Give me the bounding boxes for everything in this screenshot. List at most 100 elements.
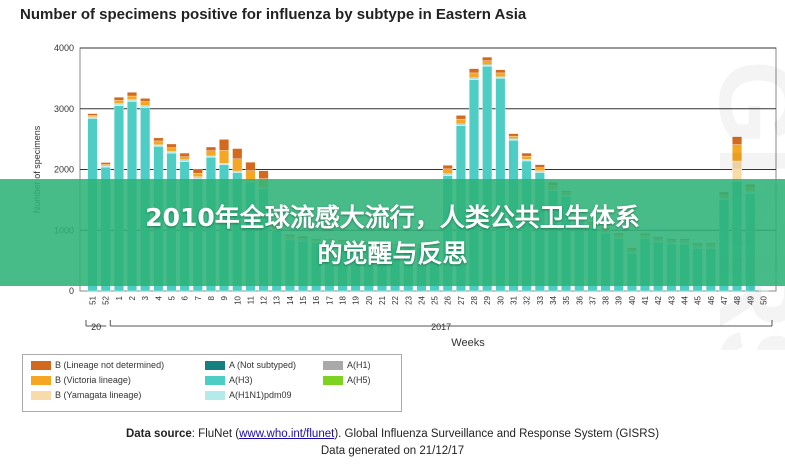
bar-segment: [469, 72, 479, 78]
x-tick-label: 24: [417, 295, 426, 304]
legend-swatch: [31, 391, 51, 401]
x-tick-label: 5: [168, 295, 177, 300]
bar-segment: [232, 158, 243, 172]
bar-segment: [495, 69, 506, 74]
bar-segment: [455, 118, 466, 125]
bar-segment: [482, 60, 493, 65]
data-source-text-before: : FluNet (: [191, 428, 240, 440]
legend-item: A(H3): [205, 375, 253, 386]
x-tick-label: 3: [141, 295, 150, 300]
data-source-line: Data source: FluNet (www.who.int/flunet)…: [0, 428, 785, 440]
x-tick-label: 17: [325, 295, 334, 304]
bar-segment: [482, 64, 493, 67]
bar-segment: [127, 92, 137, 97]
data-source-text-after: ). Global Influenza Surveillance and Res…: [334, 428, 660, 440]
x-tick-label: 48: [733, 295, 742, 304]
x-tick-label: 36: [575, 295, 584, 304]
bar-segment: [127, 95, 137, 100]
bar-segment: [482, 56, 493, 61]
x-tick-label: 21: [378, 295, 387, 304]
x-tick-label: 10: [233, 295, 242, 304]
legend-swatch: [31, 376, 51, 386]
x-tick-label: 1: [115, 295, 124, 300]
x-tick-label: 14: [286, 295, 295, 304]
bar-segment: [245, 162, 256, 171]
legend-label: B (Yamagata lineage): [55, 390, 142, 400]
x-tick-label: 6: [181, 295, 190, 300]
bar-segment: [179, 160, 190, 162]
x-tick-label: 4: [154, 295, 163, 300]
x-tick-label: 2: [128, 295, 137, 300]
x-tick-label: 12: [260, 295, 269, 304]
bar-segment: [534, 164, 545, 168]
headline-banner: [0, 179, 785, 286]
bar-segment: [442, 165, 453, 170]
bar-segment: [179, 156, 190, 160]
legend-item: B (Victoria lineage): [31, 375, 131, 386]
legend-label: A(H5): [347, 375, 371, 385]
data-source-label: Data source: [125, 428, 192, 440]
legend-item: A(H1N1)pdm09: [205, 390, 292, 401]
bar-segment: [100, 162, 111, 165]
bar-segment: [113, 100, 124, 104]
legend-item: A (Not subtyped): [205, 360, 297, 371]
legend-label: B (Victoria lineage): [55, 375, 131, 385]
x-tick-label: 47: [720, 295, 729, 304]
bar-segment: [87, 117, 98, 119]
bar-segment: [442, 174, 453, 176]
bar-segment: [113, 103, 124, 106]
y-axis-label: Number of specimens: [32, 125, 42, 213]
data-generated-line: Data generated on 21/12/17: [320, 445, 465, 457]
legend-item: A(H5): [323, 375, 371, 386]
legend-label: A(H1N1)pdm09: [229, 390, 292, 400]
x-tick-label: 19: [352, 295, 361, 304]
bar-segment: [127, 100, 137, 102]
bar-segment: [455, 115, 466, 120]
legend-label: A (Not subtyped): [229, 360, 297, 370]
bar-segment: [206, 146, 216, 151]
x-tick-label: 45: [694, 295, 703, 304]
x-tick-label: 28: [470, 295, 479, 304]
y-tick-label: 4000: [54, 43, 74, 53]
bar-segment: [495, 72, 506, 77]
legend-item: B (Yamagata lineage): [31, 390, 142, 401]
bar-segment: [192, 172, 203, 177]
x-tick-label: 39: [615, 295, 624, 304]
bar-segment: [166, 147, 177, 152]
bar-segment: [534, 171, 545, 173]
bar-segment: [87, 113, 98, 116]
x-tick-label: 9: [220, 295, 229, 300]
y-tick-label: 2000: [54, 165, 74, 175]
bar-segment: [153, 137, 164, 142]
headline-line-1: 2010年全球流感大流行，人类公共卫生体系: [145, 203, 640, 232]
legend-swatch: [31, 361, 51, 371]
chart-legend: B (Lineage not determined) B (Victoria li…: [22, 354, 402, 412]
legend-label: A(H1): [347, 360, 371, 370]
bar-segment: [153, 140, 164, 145]
x-tick-label: 33: [536, 295, 545, 304]
x-tick-label: 22: [391, 295, 400, 304]
bar-segment: [455, 124, 466, 126]
y-tick-label: 3000: [54, 104, 74, 114]
flunet-link[interactable]: www.who.int/flunet: [239, 428, 335, 440]
x-tick-label: 26: [444, 295, 453, 304]
chart-title: Number of specimens positive for influen…: [20, 6, 527, 23]
bar-segment: [508, 138, 519, 141]
x-tick-label: 51: [89, 295, 98, 304]
headline-line-2: 的觉醒与反思: [317, 239, 468, 268]
bar-segment: [508, 133, 519, 137]
x-tick-label: 15: [299, 295, 308, 304]
x-tick-label: 41: [641, 295, 650, 304]
legend-swatch: [205, 376, 225, 386]
bar-segment: [153, 145, 164, 147]
bar-segment: [442, 168, 453, 174]
x-tick-label: 37: [588, 295, 597, 304]
x-tick-label: 43: [667, 295, 676, 304]
x-tick-label: 40: [628, 295, 637, 304]
x-tick-label: 11: [246, 295, 255, 304]
legend-label: B (Lineage not determined): [55, 360, 165, 370]
bar-segment: [87, 115, 98, 117]
x-tick-label: 35: [562, 295, 571, 304]
x-tick-label: 27: [457, 295, 466, 304]
bar-segment: [100, 164, 111, 166]
